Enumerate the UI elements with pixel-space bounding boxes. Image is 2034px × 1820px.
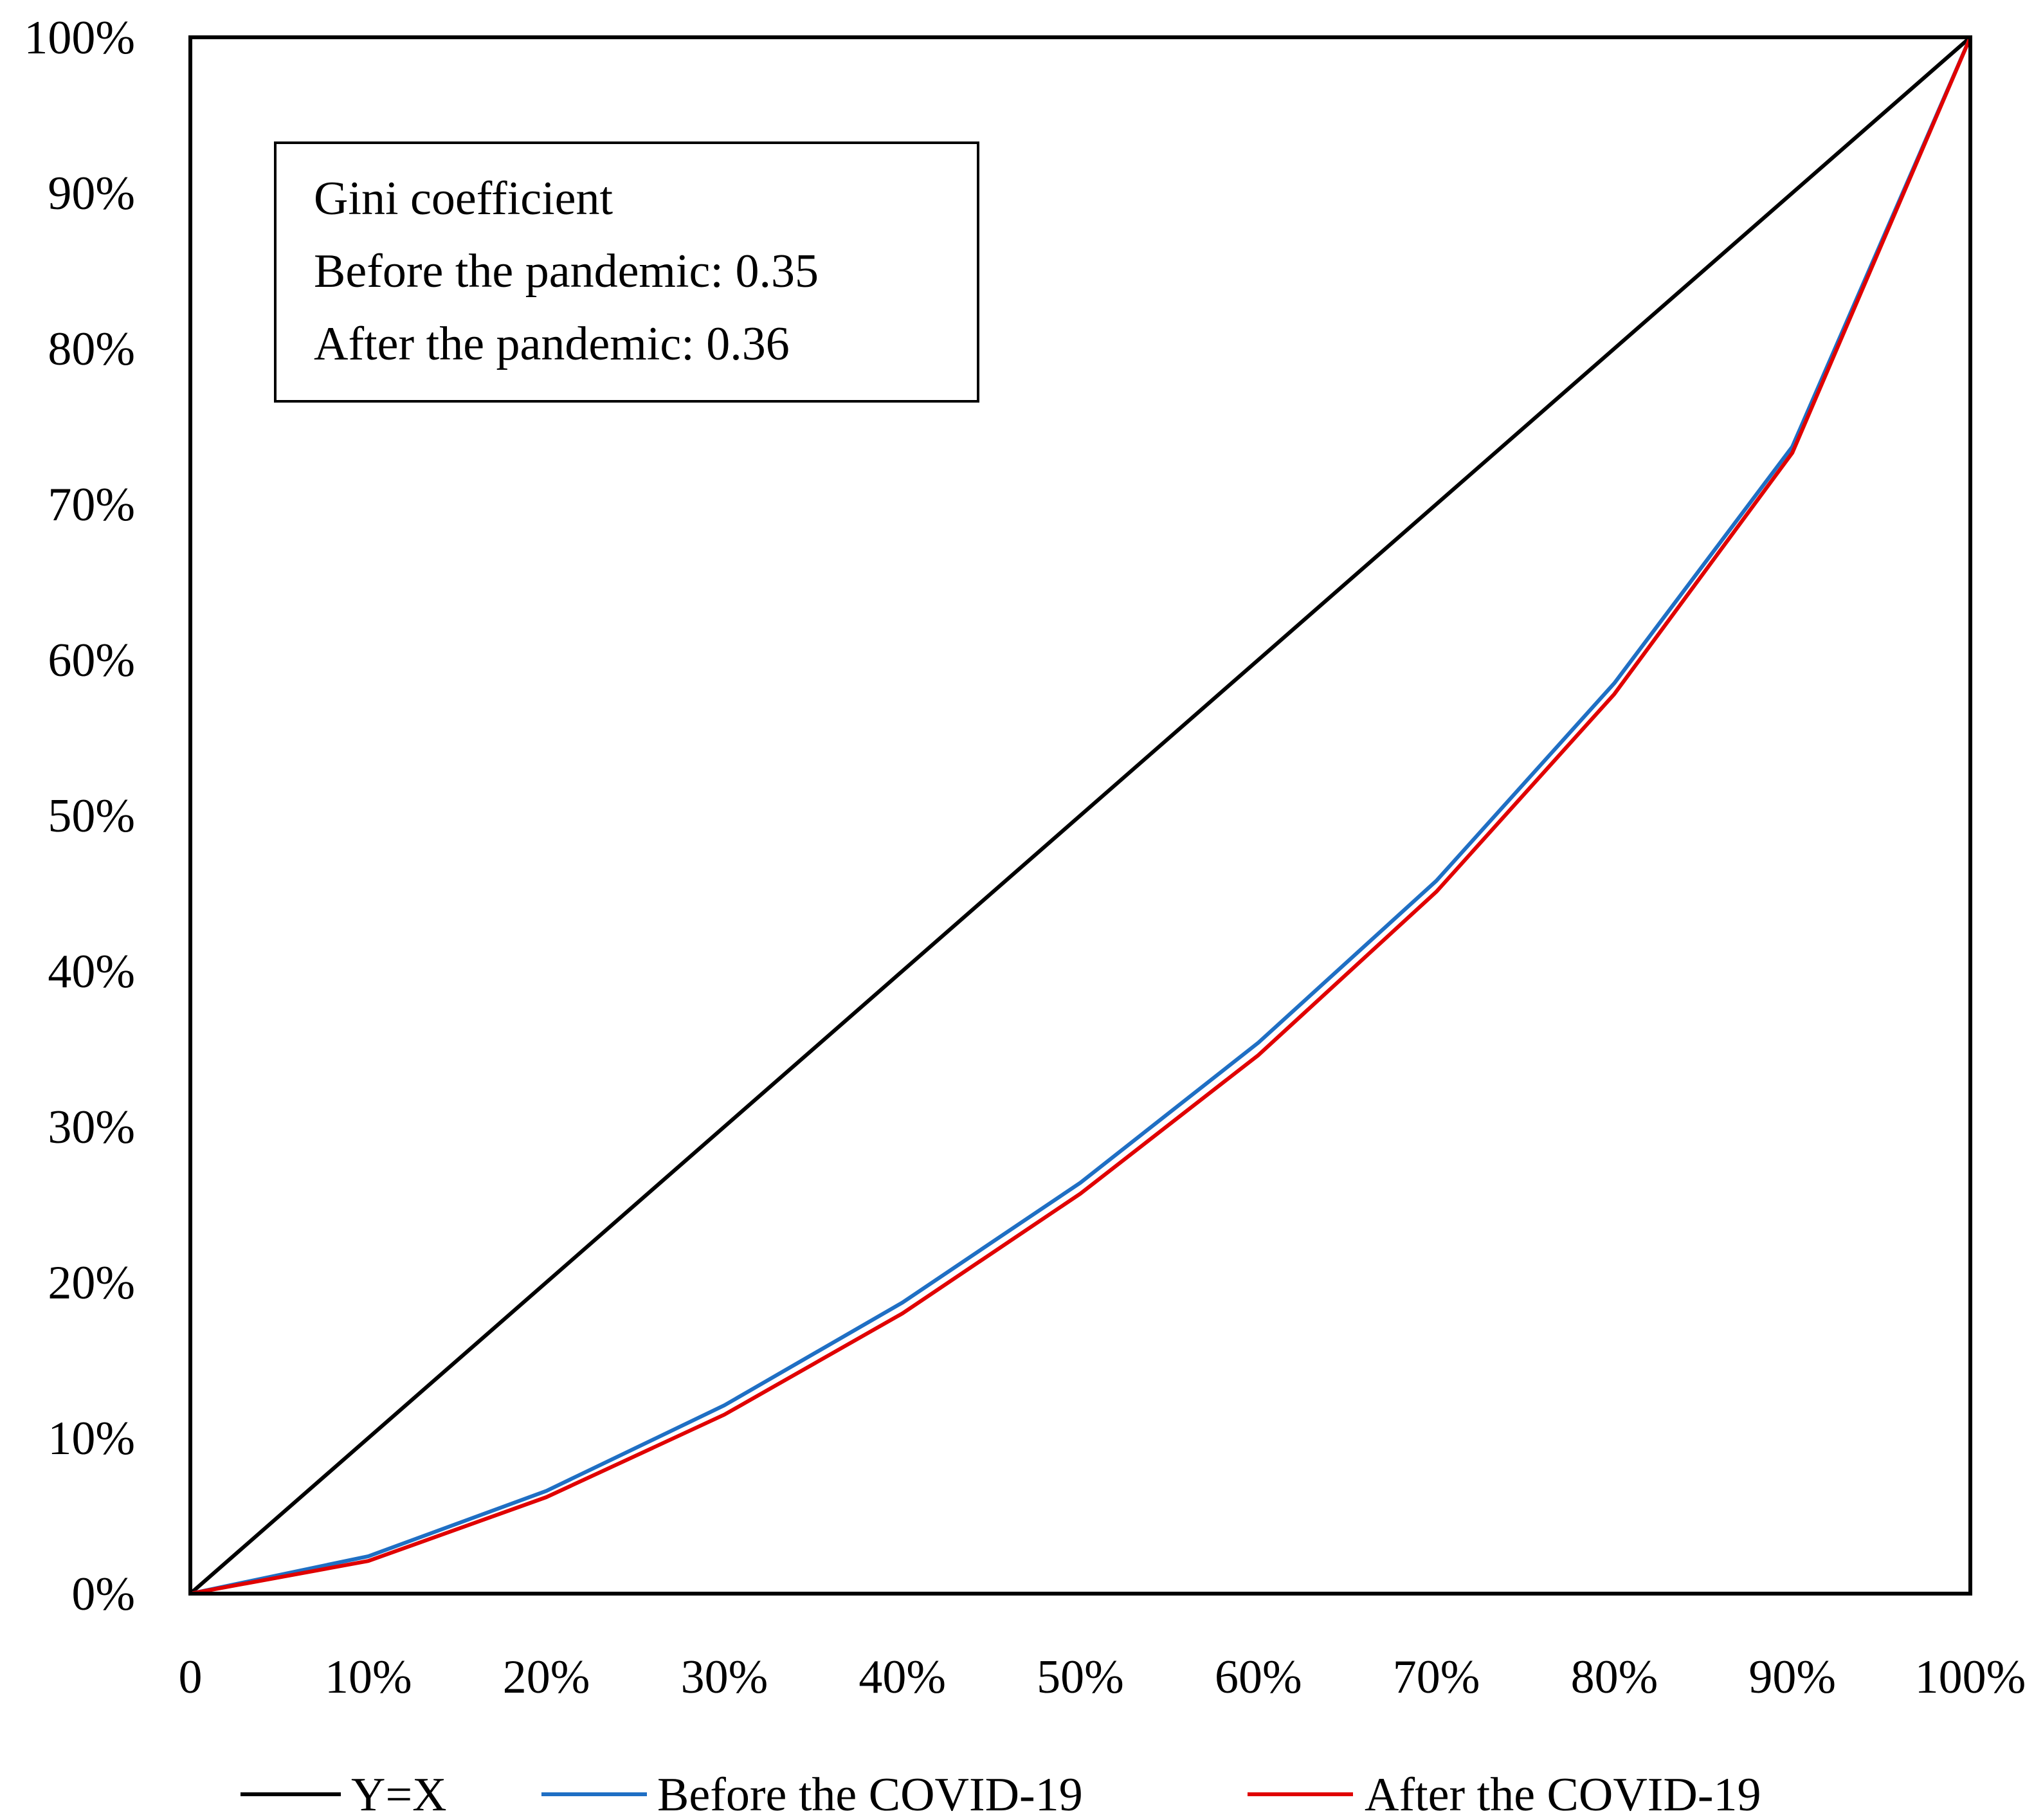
x-tick-label: 10% xyxy=(325,1651,412,1704)
series-line-after-covid xyxy=(190,36,1972,1596)
series-yx xyxy=(189,35,1972,1596)
x-tick-label: 40% xyxy=(858,1651,946,1704)
x-tick-labels: 0 10% 20% 30% 40% 50% 60% 70% 80% 90% 100% xyxy=(179,1651,2026,1704)
y-tick-label: 0% xyxy=(71,1568,135,1621)
series-line-yx xyxy=(189,35,1972,1596)
x-tick-label: 80% xyxy=(1571,1651,1658,1704)
legend-label-yx: Y=X xyxy=(351,1769,447,1820)
annotation-title: Gini coefficient xyxy=(314,172,613,225)
gini-annotation-box: Gini coefficient Before the pandemic: 0.… xyxy=(274,141,979,403)
y-tick-label: 100% xyxy=(24,12,135,64)
series-after-covid xyxy=(190,36,1972,1596)
x-tick-label: 90% xyxy=(1748,1651,1836,1704)
series-layer xyxy=(189,35,1972,1596)
y-tick-label: 60% xyxy=(48,634,135,687)
series-line-before-covid xyxy=(190,36,1972,1596)
x-tick-label: 70% xyxy=(1393,1651,1480,1704)
x-tick-label: 30% xyxy=(681,1651,768,1704)
y-tick-label: 80% xyxy=(48,323,135,376)
y-tick-label: 20% xyxy=(48,1257,135,1309)
y-tick-label: 30% xyxy=(48,1101,135,1154)
x-tick-label: 60% xyxy=(1215,1651,1302,1704)
x-tick-label: 0 xyxy=(179,1651,203,1704)
legend: Y=X Before the COVID-19 After the COVID-… xyxy=(241,1769,1761,1820)
y-tick-label: 40% xyxy=(48,945,135,998)
y-tick-label: 70% xyxy=(48,478,135,531)
annotation-before-gini: Before the pandemic: 0.35 xyxy=(314,245,819,298)
y-tick-label: 90% xyxy=(48,167,135,220)
x-tick-label: 50% xyxy=(1037,1651,1124,1704)
legend-label-before: Before the COVID-19 xyxy=(657,1769,1083,1820)
y-tick-labels: 0% 10% 20% 30% 40% 50% 60% 70% 80% 90% 100% xyxy=(24,12,135,1621)
annotation-after-gini: After the pandemic: 0.36 xyxy=(314,318,790,370)
x-tick-label: 100% xyxy=(1915,1651,2026,1704)
x-tick-label: 20% xyxy=(503,1651,590,1704)
plot-frame xyxy=(188,35,1972,1596)
legend-label-after: After the COVID-19 xyxy=(1365,1769,1761,1820)
y-tick-label: 10% xyxy=(48,1412,135,1465)
annotation-frame xyxy=(274,141,979,403)
y-tick-label: 50% xyxy=(48,790,135,842)
series-before-covid xyxy=(190,36,1972,1596)
